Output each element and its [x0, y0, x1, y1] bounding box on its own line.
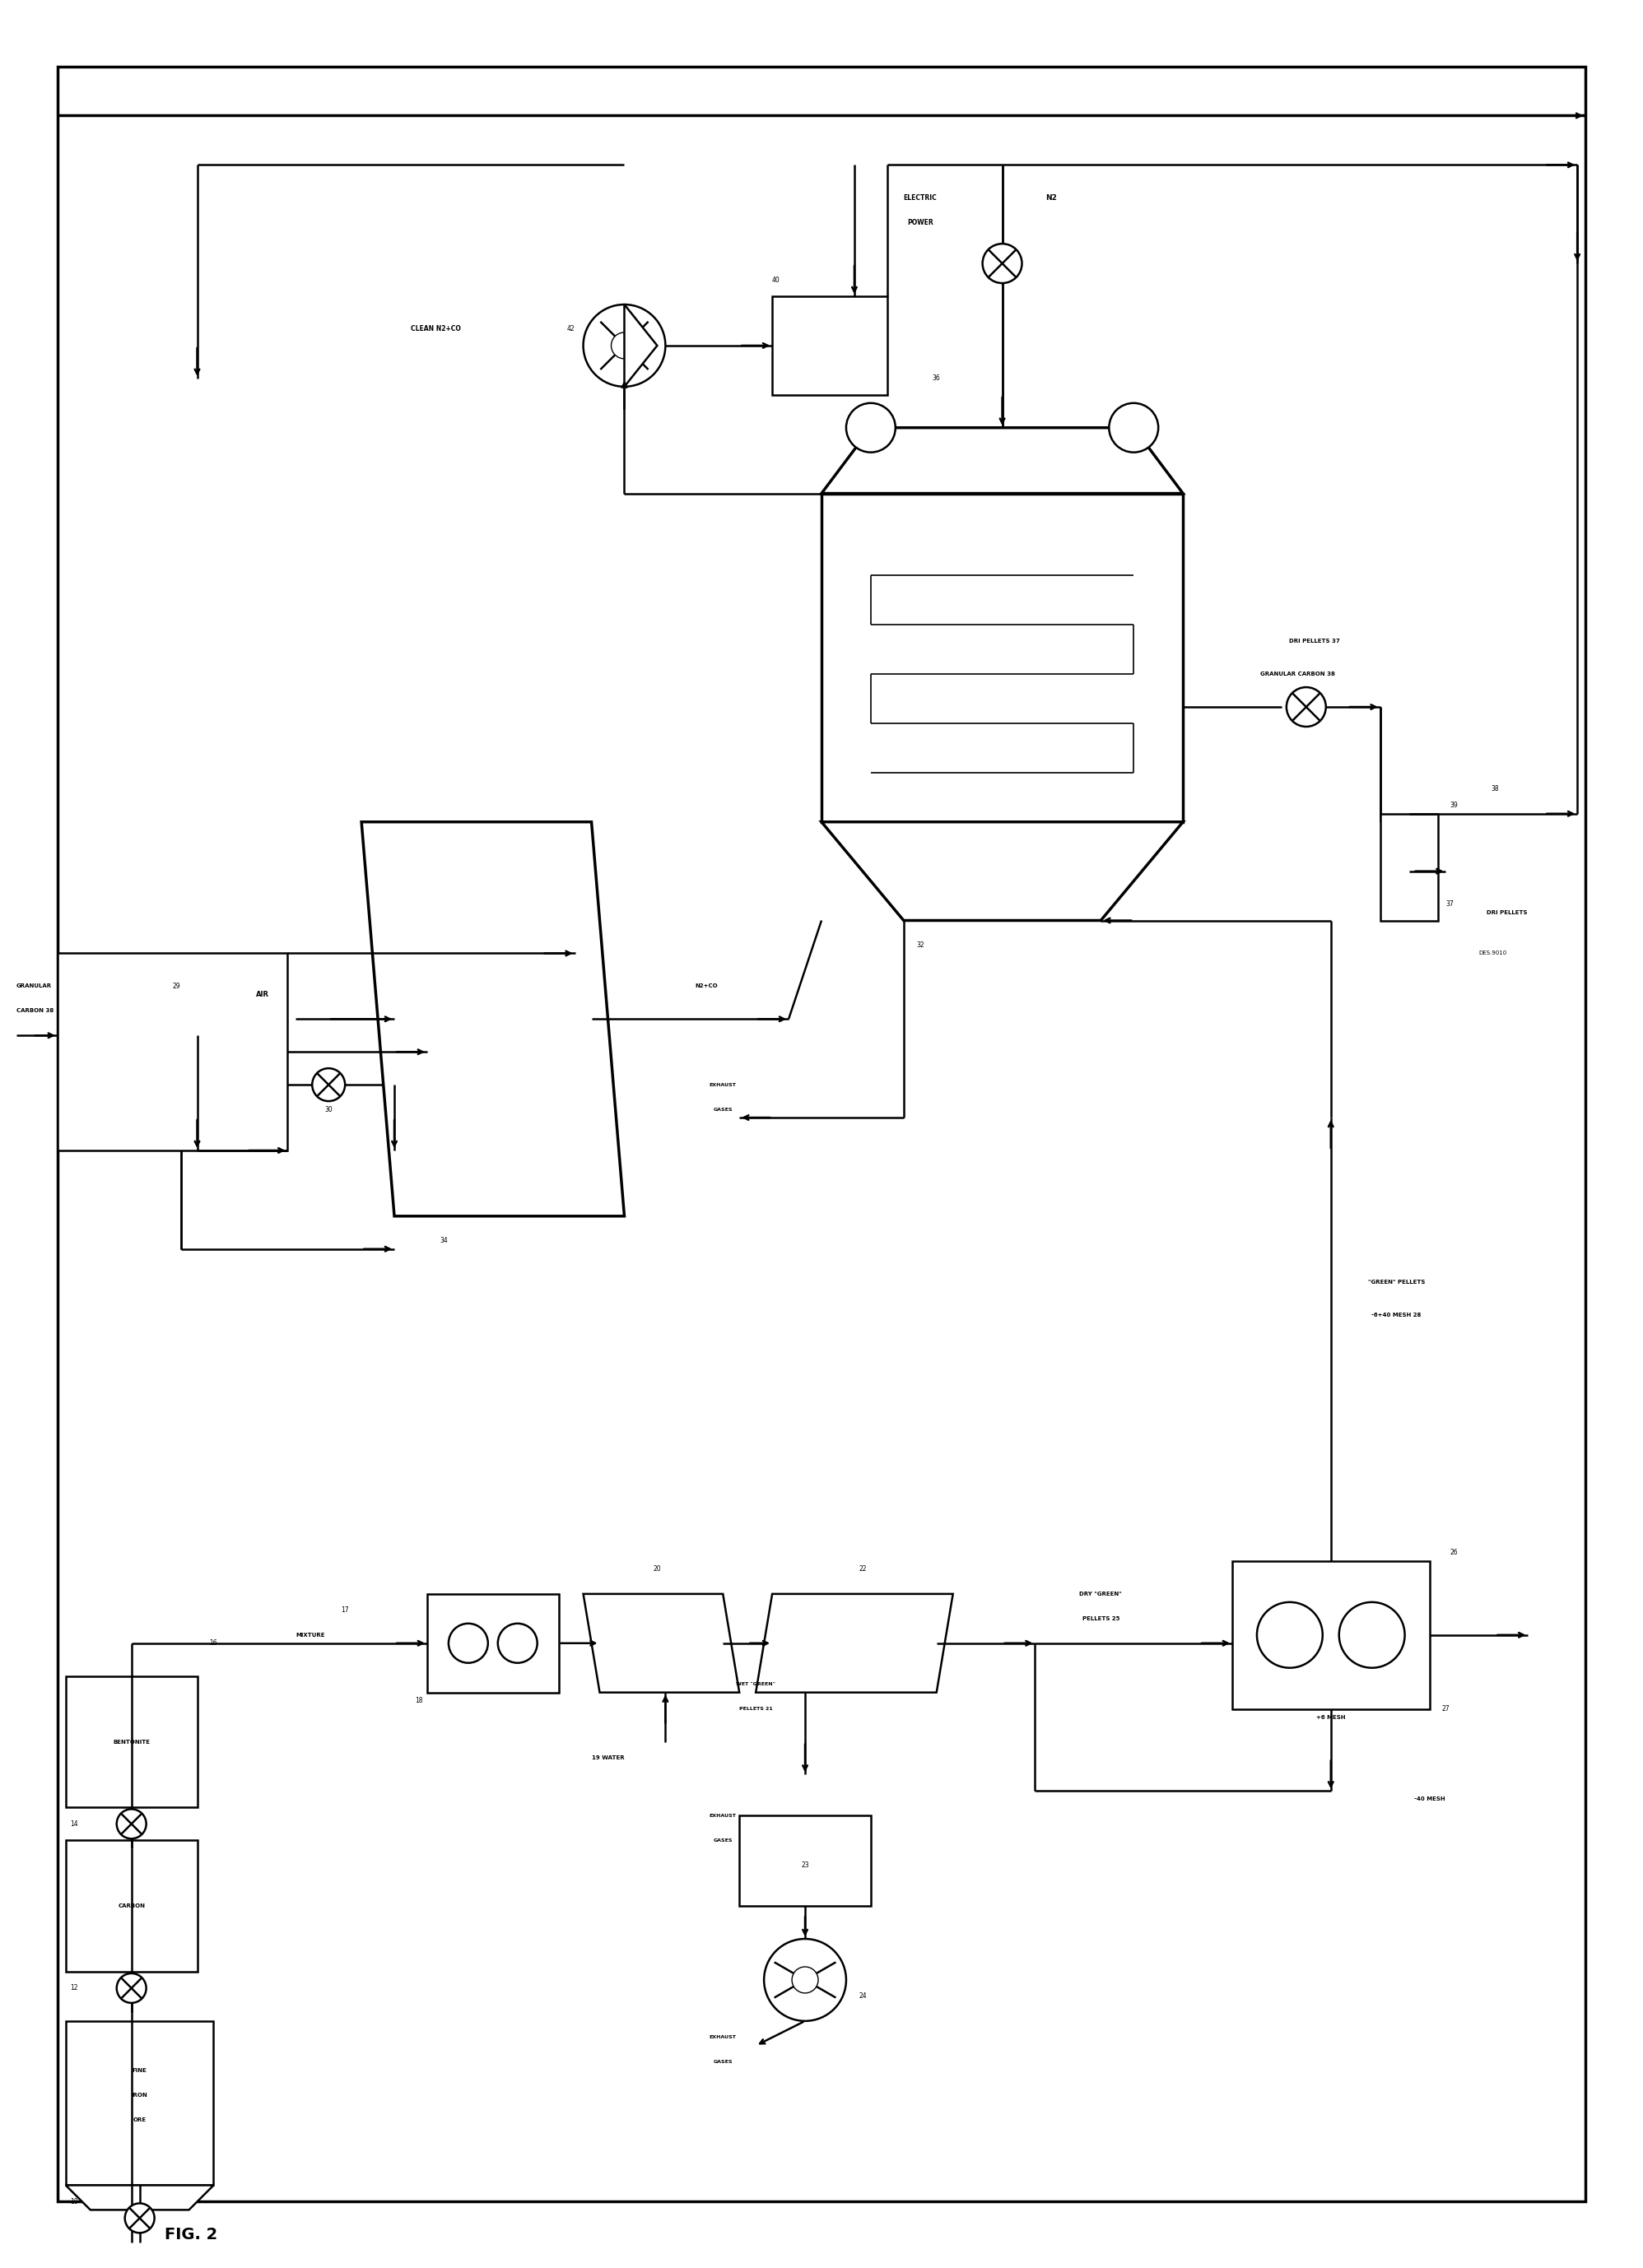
Bar	[1232, 1560, 1429, 1708]
Text: 38: 38	[1492, 785, 1498, 794]
Circle shape	[498, 1624, 537, 1662]
Text: 32: 32	[917, 941, 923, 948]
Polygon shape	[822, 429, 1183, 494]
Text: GASES: GASES	[713, 1839, 733, 1842]
Text: EXHAUST: EXHAUST	[710, 1814, 736, 1817]
Text: DRI PELLETS: DRI PELLETS	[1487, 909, 1528, 914]
Text: ORE: ORE	[133, 2116, 146, 2123]
Text: +6 MESH: +6 MESH	[1316, 1715, 1346, 1719]
Text: 24: 24	[859, 1994, 866, 2000]
Text: POWER: POWER	[907, 218, 933, 227]
Circle shape	[312, 1068, 345, 1102]
Text: DES.9010: DES.9010	[1479, 950, 1507, 955]
Text: GRANULAR: GRANULAR	[16, 984, 53, 989]
Polygon shape	[624, 304, 657, 386]
Bar	[58, 953, 288, 1150]
Circle shape	[117, 1810, 146, 1839]
Text: 37: 37	[1446, 900, 1454, 907]
Circle shape	[125, 2202, 154, 2234]
Text: EXHAUST: EXHAUST	[710, 1082, 736, 1086]
Text: CLEAN N2+CO: CLEAN N2+CO	[411, 324, 460, 333]
Text: 42: 42	[567, 324, 575, 333]
Text: FIG. 2: FIG. 2	[164, 2227, 217, 2243]
Circle shape	[764, 1939, 846, 2021]
Text: DRY "GREEN": DRY "GREEN"	[1079, 1592, 1122, 1597]
Bar	[66, 1839, 197, 1971]
Text: -6+40 MESH 28: -6+40 MESH 28	[1372, 1313, 1421, 1318]
Text: 18: 18	[416, 1696, 422, 1703]
Polygon shape	[583, 1594, 739, 1692]
Text: "GREEN" PELLETS: "GREEN" PELLETS	[1369, 1279, 1424, 1284]
Text: 30: 30	[325, 1107, 332, 1114]
Text: 27: 27	[1443, 1706, 1449, 1712]
Circle shape	[449, 1624, 488, 1662]
Polygon shape	[361, 821, 624, 1216]
Text: 36: 36	[933, 374, 940, 381]
Polygon shape	[66, 2186, 214, 2209]
Text: GASES: GASES	[713, 1107, 733, 1111]
Polygon shape	[756, 1594, 953, 1692]
Text: 40: 40	[772, 277, 780, 284]
Text: 17: 17	[342, 1606, 348, 1615]
Circle shape	[611, 333, 637, 358]
Text: 20: 20	[654, 1565, 660, 1574]
Text: AIR: AIR	[256, 991, 269, 998]
Polygon shape	[822, 821, 1183, 921]
Circle shape	[1257, 1601, 1323, 1667]
Text: 23: 23	[802, 1862, 808, 1869]
Text: WET "GREEN": WET "GREEN"	[736, 1683, 775, 1687]
Circle shape	[1339, 1601, 1405, 1667]
Text: CARBON: CARBON	[118, 1903, 145, 1907]
Text: N2: N2	[1047, 195, 1056, 202]
Text: 29: 29	[173, 982, 181, 989]
Text: PELLETS 21: PELLETS 21	[739, 1708, 772, 1710]
Text: 26: 26	[1451, 1549, 1457, 1556]
Text: 16: 16	[210, 1640, 217, 1647]
Bar	[66, 1676, 197, 1808]
Text: PELLETS 25: PELLETS 25	[1083, 1617, 1119, 1622]
Text: IRON: IRON	[131, 2093, 148, 2098]
Text: 10: 10	[71, 2198, 77, 2204]
Circle shape	[117, 1973, 146, 2003]
Text: FINE: FINE	[133, 2068, 146, 2073]
Text: -40 MESH: -40 MESH	[1415, 1796, 1444, 1801]
Text: EXHAUST: EXHAUST	[710, 2034, 736, 2039]
Polygon shape	[822, 494, 1183, 821]
Text: 34: 34	[440, 1236, 447, 1245]
Text: 12: 12	[71, 1984, 77, 1991]
Circle shape	[583, 304, 665, 386]
Text: 14: 14	[71, 1821, 77, 1828]
Text: 22: 22	[859, 1565, 866, 1574]
Bar	[66, 2021, 214, 2186]
Text: ELECTRIC: ELECTRIC	[904, 195, 937, 202]
Bar	[1380, 814, 1438, 921]
Circle shape	[983, 243, 1022, 284]
Circle shape	[1109, 404, 1158, 451]
Bar	[427, 1594, 559, 1692]
Circle shape	[792, 1966, 818, 1994]
Bar	[739, 1817, 871, 1905]
Text: N2+CO: N2+CO	[695, 984, 718, 989]
Bar	[772, 297, 887, 395]
Circle shape	[1286, 687, 1326, 726]
Text: 39: 39	[1451, 803, 1457, 810]
Circle shape	[846, 404, 895, 451]
Text: DRI PELLETS 37: DRI PELLETS 37	[1290, 640, 1339, 644]
Text: GASES: GASES	[713, 2059, 733, 2064]
Text: BENTONITE: BENTONITE	[113, 1740, 150, 1744]
Text: 19 WATER: 19 WATER	[591, 1755, 624, 1760]
Text: GRANULAR CARBON 38: GRANULAR CARBON 38	[1260, 671, 1336, 676]
Text: CARBON 38: CARBON 38	[16, 1009, 54, 1014]
Text: MIXTURE: MIXTURE	[296, 1633, 325, 1637]
